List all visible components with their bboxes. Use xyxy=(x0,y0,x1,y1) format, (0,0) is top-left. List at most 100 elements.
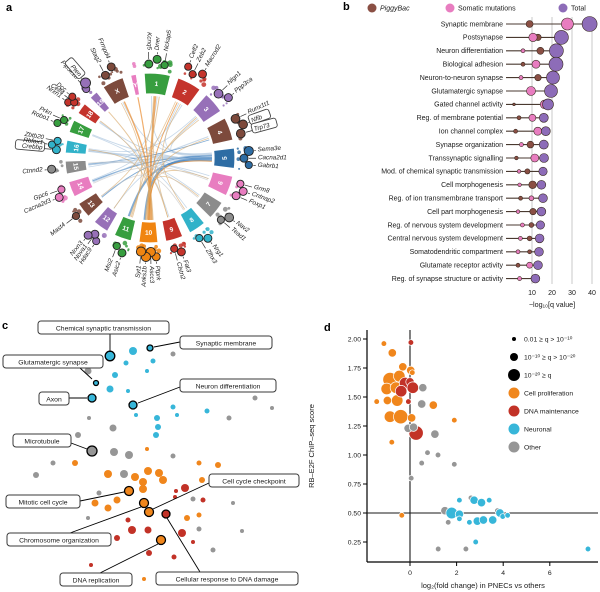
bubble xyxy=(134,413,138,417)
dot xyxy=(536,206,547,217)
gene-dot xyxy=(176,247,186,257)
dot xyxy=(531,59,541,69)
dot xyxy=(533,260,543,270)
chord-link xyxy=(145,117,198,220)
insertion-cluster-dot xyxy=(167,62,173,68)
legend-label: Somatic mutations xyxy=(458,6,516,13)
gene-dot xyxy=(170,244,179,253)
scatter-point xyxy=(418,459,425,467)
scatter-point xyxy=(486,497,493,504)
bubble xyxy=(146,550,152,556)
gene-label: Nfib xyxy=(250,114,263,125)
scatter-point xyxy=(451,461,458,468)
gene-label-group: Trp73 xyxy=(250,117,278,134)
chromosome-label: 1 xyxy=(154,81,159,88)
scatter-point xyxy=(408,475,415,482)
x-tick-label: 6 xyxy=(548,570,552,577)
gene-label-box xyxy=(250,117,278,134)
gene-callout-line xyxy=(66,218,73,224)
scatter-point xyxy=(456,497,463,504)
dot xyxy=(549,43,564,59)
insertion-cluster-dot xyxy=(61,200,65,203)
dot xyxy=(546,70,560,85)
insertion-cluster-dot xyxy=(221,96,224,99)
insertion-cluster-dot xyxy=(183,242,186,245)
gene-label-group: Stag2 xyxy=(88,47,102,65)
bubble xyxy=(143,506,155,518)
gene-dot xyxy=(92,237,101,246)
bubble xyxy=(175,413,179,417)
bubble xyxy=(131,473,139,481)
gene-label: Crebbp xyxy=(22,143,44,152)
bubble xyxy=(184,515,190,521)
dot xyxy=(515,209,521,214)
insertion-cluster-dot xyxy=(68,116,72,120)
bubble xyxy=(96,490,102,496)
x-tick-label: 30 xyxy=(568,290,576,297)
x-tick-label: 40 xyxy=(588,290,596,297)
go-term-label: Biological adhesion xyxy=(443,62,503,69)
chord-link xyxy=(148,160,212,221)
chromosome-segment xyxy=(138,220,159,244)
chromosome-label: 13 xyxy=(86,199,96,209)
gene-dot xyxy=(83,230,93,240)
bubble xyxy=(191,540,195,544)
chromosome-segment xyxy=(161,216,184,243)
gene-callout-line xyxy=(189,60,192,63)
color-legend-dot xyxy=(508,423,520,435)
dot xyxy=(536,180,547,190)
chromosome-segment xyxy=(102,76,131,106)
bubble xyxy=(84,367,92,375)
gene-dot xyxy=(224,212,235,223)
go-term-label: Glutamate receptor activity xyxy=(420,263,504,270)
gene-label: Clstn2 xyxy=(175,261,186,281)
bubble xyxy=(155,534,167,546)
chromosome-label: 6 xyxy=(217,180,225,186)
annotation-line xyxy=(152,482,210,510)
x-tick-label: 0 xyxy=(408,570,412,577)
annotation-box xyxy=(5,494,81,509)
dot xyxy=(526,140,535,149)
gene-callout-line xyxy=(50,190,58,194)
bubble xyxy=(215,462,221,468)
gene-dot xyxy=(213,88,224,99)
chromosome-label: 14 xyxy=(75,181,84,191)
go-term-label: Transsynaptic signalling xyxy=(429,155,504,162)
go-term-label: Reg. of membrane potential xyxy=(417,115,504,122)
bubble xyxy=(112,372,118,378)
insertion-cluster-dot xyxy=(73,207,78,213)
insertion-cluster-dot xyxy=(209,93,213,96)
chromosome-label: 8 xyxy=(189,216,196,224)
annotation-box xyxy=(59,572,133,587)
bubble xyxy=(120,470,128,478)
gene-dot xyxy=(144,59,154,69)
scatter-point xyxy=(393,409,409,425)
gene-callout-line xyxy=(233,220,235,222)
annotation-label: Glutamatergic synapse xyxy=(18,359,88,366)
x-tick-label: 10 xyxy=(528,290,536,297)
bubble xyxy=(210,547,216,553)
chord-link xyxy=(146,176,199,220)
insertion-cluster-dot xyxy=(215,212,220,217)
gene-callout-line xyxy=(52,114,60,119)
scatter-point xyxy=(584,545,592,553)
gene-label: Dner xyxy=(154,35,162,50)
size-legend-label: 10⁻¹⁰ ≥ q > 10⁻²⁰ xyxy=(524,353,576,361)
y-tick-label: 0.75 xyxy=(348,481,361,488)
dot xyxy=(534,233,545,244)
bubble xyxy=(146,344,154,352)
bubble xyxy=(75,432,81,438)
bubble xyxy=(200,497,206,503)
gene-dot xyxy=(59,115,69,125)
size-legend-label: 10⁻²⁰ ≥ q xyxy=(524,371,552,379)
legend-label: PiggyBac xyxy=(380,6,410,13)
gene-label-group: Msi2 xyxy=(103,257,114,272)
chromosome-segment xyxy=(205,117,234,146)
chromosome-segment xyxy=(179,206,206,234)
bubble xyxy=(144,467,152,475)
chromosome-label: Y xyxy=(133,82,139,90)
chord-link xyxy=(91,104,183,181)
insertion-cluster-dot xyxy=(236,157,241,162)
scatter-point xyxy=(418,383,428,393)
size-legend-dot xyxy=(512,337,516,341)
